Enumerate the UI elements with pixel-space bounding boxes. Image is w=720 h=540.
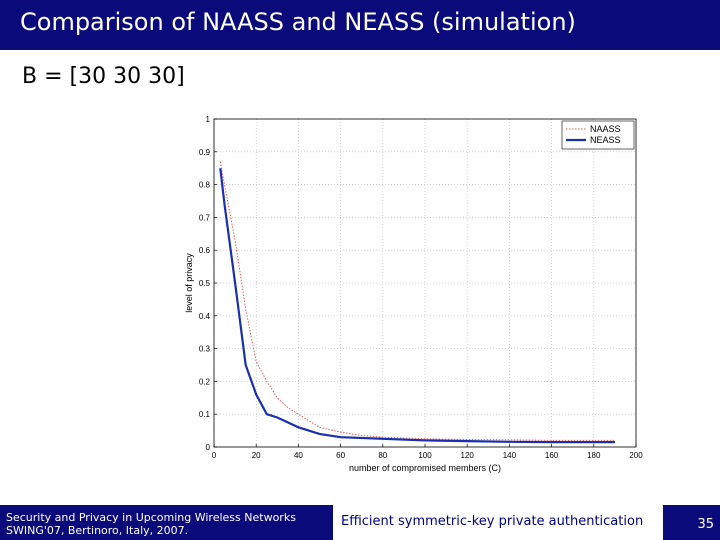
x-tick-label: 60 <box>336 451 345 460</box>
y-tick-label: 0.7 <box>199 213 211 222</box>
footer-topic: Efficient symmetric-key private authenti… <box>341 514 644 529</box>
footer-topic-box: Efficient symmetric-key private authenti… <box>333 505 663 540</box>
x-tick-label: 100 <box>418 451 432 460</box>
footer-citation-line1: Security and Privacy in Upcoming Wireles… <box>6 511 296 524</box>
x-tick-label: 140 <box>503 451 517 460</box>
footer-citation-line2: SWING'07, Bertinoro, Italy, 2007. <box>6 524 189 537</box>
y-tick-label: 0.9 <box>199 148 211 157</box>
x-tick-label: 20 <box>252 451 261 460</box>
slide-title: Comparison of NAASS and NEASS (simulatio… <box>20 8 576 36</box>
x-tick-label: 180 <box>587 451 601 460</box>
y-tick-label: 0.2 <box>199 377 211 386</box>
legend-label-neass: NEASS <box>590 135 621 145</box>
x-tick-label: 120 <box>461 451 475 460</box>
privacy-line-chart: 0 20 40 60 80 100 120 140 160 180 200 0 0.1 0.2 0.3 0.4… <box>184 115 643 473</box>
y-tick-label: 0.5 <box>199 279 211 288</box>
y-tick-label: 0.3 <box>199 345 211 354</box>
x-tick-label: 160 <box>545 451 559 460</box>
y-tick-label: 0.1 <box>199 410 211 419</box>
series-layer <box>219 161 615 444</box>
x-tick-label: 200 <box>629 451 643 460</box>
footer-bar: Security and Privacy in Upcoming Wireles… <box>0 505 720 540</box>
x-axis-label: number of compromised members (C) <box>349 463 501 473</box>
x-tick-label: 40 <box>294 451 303 460</box>
x-tick-label: 0 <box>212 451 217 460</box>
y-tick-label: 0.4 <box>199 312 211 321</box>
y-tick-label: 1 <box>206 115 211 124</box>
y-tick-label: 0 <box>206 443 211 452</box>
y-tick-label: 0.8 <box>199 181 211 190</box>
y-axis-label: level of privacy <box>184 253 194 313</box>
legend-label-naass: NAASS <box>590 124 621 134</box>
axes-layer: 0 20 40 60 80 100 120 140 160 180 200 0 0.1 0.2 0.3 0.4… <box>184 115 643 473</box>
title-bar: Comparison of NAASS and NEASS (simulatio… <box>0 0 720 50</box>
page-number: 35 <box>697 517 714 532</box>
series-line-neass <box>219 168 615 444</box>
grid-layer <box>213 118 637 448</box>
slide-subtitle: B = [30 30 30] <box>22 64 185 89</box>
x-tick-label: 80 <box>378 451 387 460</box>
footer-citation: Security and Privacy in Upcoming Wireles… <box>6 511 306 537</box>
y-tick-label: 0.6 <box>199 246 211 255</box>
legend-box <box>561 120 635 150</box>
